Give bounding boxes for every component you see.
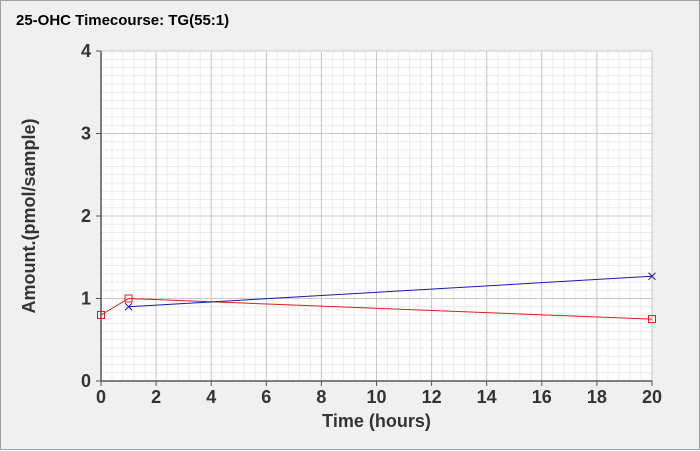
y-tick-label: 2 (81, 206, 91, 226)
x-tick-label: 8 (316, 387, 326, 407)
y-tick-label: 1 (81, 289, 91, 309)
y-tick-label: 4 (81, 41, 91, 61)
x-tick-label: 16 (532, 387, 552, 407)
x-tick-label: 4 (206, 387, 216, 407)
series-1-point (97, 311, 105, 319)
x-axis-label: Time (hours) (322, 411, 431, 431)
y-tick-label: 3 (81, 124, 91, 144)
chart-title: 25-OHC Timecourse: TG(55:1) (16, 12, 230, 29)
x-tick-label: 18 (587, 387, 607, 407)
x-tick-label: 12 (422, 387, 442, 407)
y-tick-label: 0 (81, 371, 91, 391)
x-tick-label: 10 (366, 387, 386, 407)
x-tick-label: 20 (642, 387, 662, 407)
series-2-point (124, 302, 133, 311)
series-1-point (648, 315, 656, 324)
x-tick-label: 2 (151, 387, 161, 407)
series-1-point (124, 294, 133, 303)
series-2-point (648, 272, 656, 281)
x-tick-label: 14 (477, 387, 497, 407)
series-1-line (100, 297, 653, 320)
x-tick-label: 6 (261, 387, 271, 407)
x-tick-label: 0 (96, 387, 106, 407)
series-2-line (128, 275, 653, 308)
y-axis-label: Amount.(pmol/sample) (19, 118, 39, 313)
